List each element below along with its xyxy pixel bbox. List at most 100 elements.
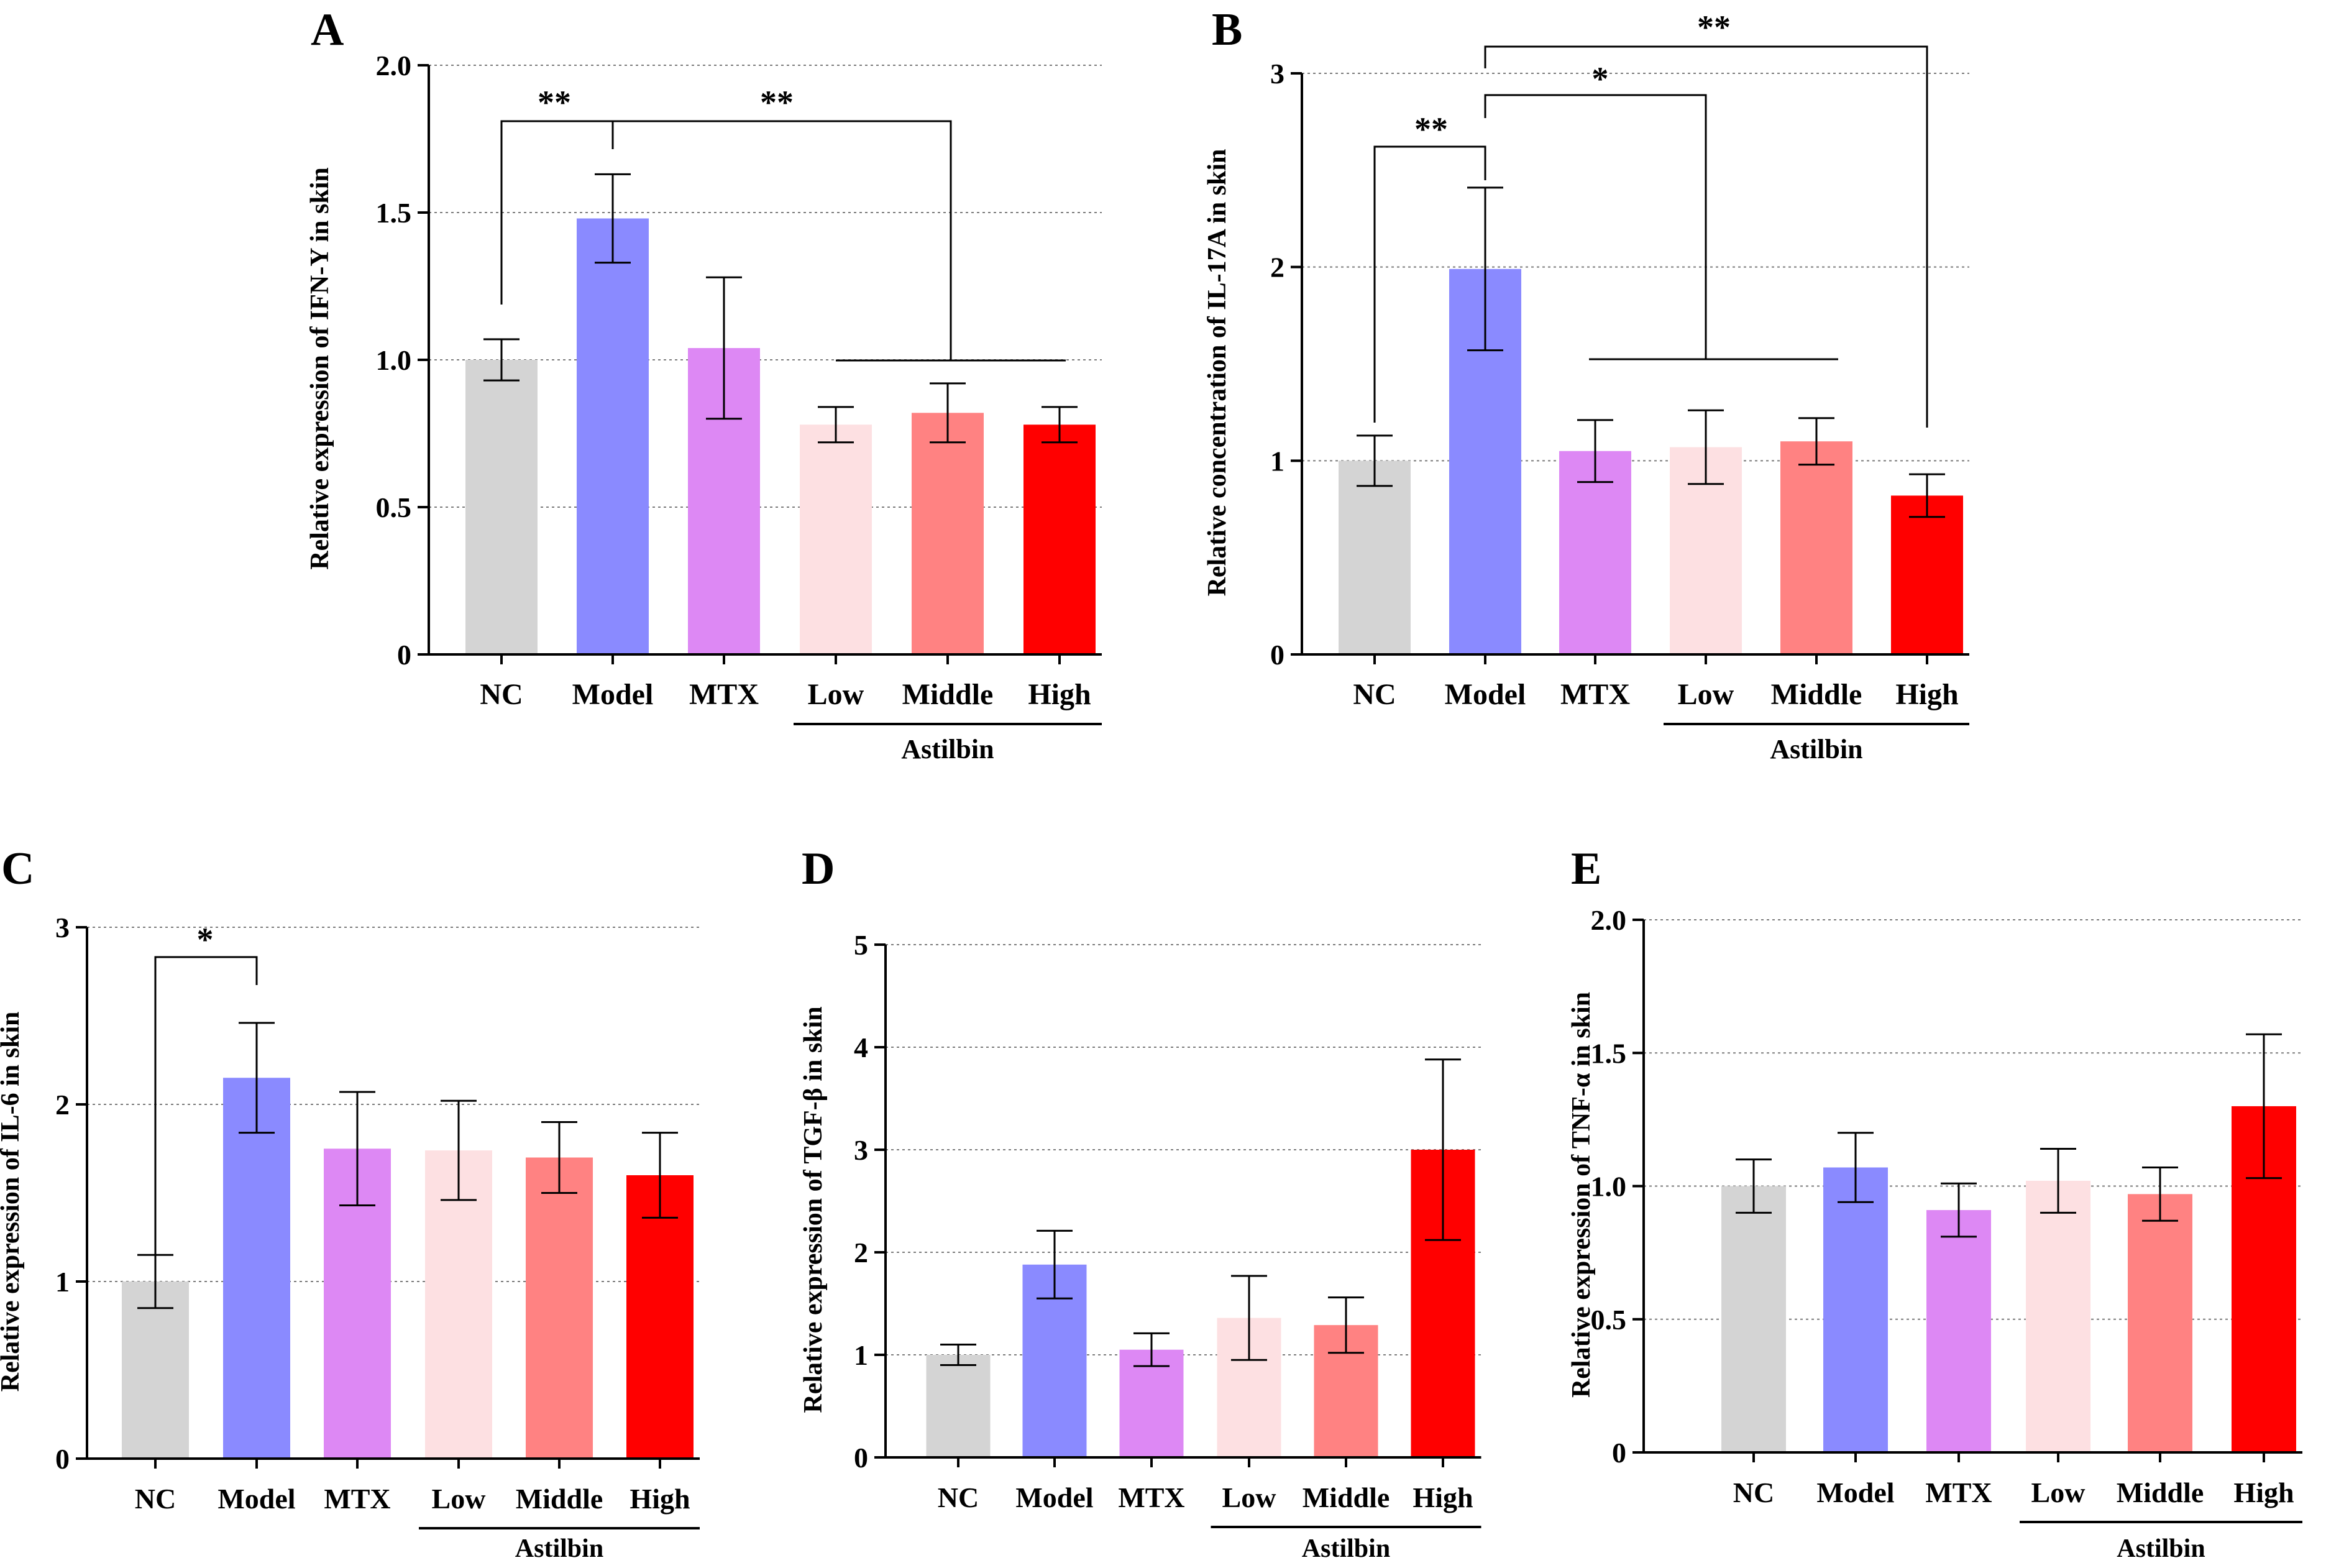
significance-label: ** bbox=[1697, 9, 1731, 46]
bar-nc bbox=[465, 360, 538, 654]
significance-label: ** bbox=[538, 84, 571, 121]
x-tick-label: MTX bbox=[1925, 1477, 1992, 1508]
y-tick-label: 1.0 bbox=[1591, 1171, 1627, 1203]
significance-label: * bbox=[197, 921, 214, 958]
bar-high bbox=[1891, 495, 1963, 654]
x-tick-label: Middle bbox=[516, 1483, 603, 1515]
bar-model bbox=[577, 218, 649, 655]
y-tick-label: 3 bbox=[1270, 58, 1284, 89]
x-tick-label: Middle bbox=[2117, 1477, 2204, 1508]
x-tick-label: NC bbox=[480, 678, 523, 711]
significance-bracket bbox=[1484, 45, 1928, 428]
panel-letter: C bbox=[1, 843, 34, 894]
significance-bracket bbox=[1373, 145, 1486, 423]
x-tick-label: Middle bbox=[1771, 678, 1862, 711]
y-axis-label: Relative expression of IL-6 in skin bbox=[0, 1012, 25, 1392]
bar-nc bbox=[926, 1355, 991, 1457]
x-tick-label: High bbox=[630, 1483, 690, 1515]
significance-bracket bbox=[1484, 94, 1707, 359]
bar-nc bbox=[1721, 1186, 1786, 1452]
bar-model bbox=[223, 1078, 290, 1459]
panel-letter: A bbox=[311, 4, 344, 55]
y-axis-label: Relative expression of TGF-β in skin bbox=[799, 1006, 828, 1413]
y-tick-label: 2.0 bbox=[376, 50, 412, 81]
group-label: Astilbin bbox=[515, 1534, 603, 1563]
panel-letter: E bbox=[1571, 843, 1601, 894]
bar-middle bbox=[1780, 441, 1852, 654]
y-tick-label: 2.0 bbox=[1591, 904, 1627, 936]
x-tick-label: Model bbox=[1445, 678, 1526, 711]
x-tick-label: Model bbox=[1816, 1477, 1894, 1508]
bar-middle bbox=[2128, 1194, 2192, 1452]
x-tick-label: Low bbox=[2031, 1477, 2086, 1508]
x-tick-label: NC bbox=[1733, 1477, 1774, 1508]
y-tick-label: 0 bbox=[1270, 639, 1284, 671]
y-axis-label: Relative expression of IFN-Y in skin bbox=[306, 167, 334, 570]
bar-mtx bbox=[1119, 1349, 1184, 1457]
y-tick-label: 0.5 bbox=[376, 492, 412, 523]
panel-letter: D bbox=[802, 843, 835, 894]
x-tick-label: Low bbox=[1222, 1482, 1276, 1513]
y-tick-label: 1.5 bbox=[376, 197, 412, 229]
x-tick-label: Model bbox=[572, 678, 654, 711]
y-tick-label: 3 bbox=[854, 1134, 868, 1166]
x-tick-label: Low bbox=[1678, 678, 1734, 711]
x-tick-label: MTX bbox=[324, 1483, 390, 1515]
y-tick-label: 1 bbox=[1270, 445, 1284, 477]
y-tick-label: 0.5 bbox=[1591, 1304, 1627, 1336]
x-tick-label: Low bbox=[432, 1483, 486, 1515]
significance-label: ** bbox=[760, 84, 794, 121]
x-tick-label: Low bbox=[808, 678, 864, 711]
y-tick-label: 1.5 bbox=[1591, 1037, 1627, 1069]
bar-high bbox=[626, 1175, 694, 1459]
y-tick-label: 0 bbox=[55, 1443, 70, 1475]
x-tick-label: Middle bbox=[902, 678, 994, 711]
significance-label: ** bbox=[1414, 111, 1448, 148]
x-tick-label: Model bbox=[217, 1483, 295, 1515]
x-tick-label: MTX bbox=[1118, 1482, 1184, 1513]
bar-low bbox=[800, 424, 872, 654]
panel-letter: B bbox=[1212, 4, 1242, 55]
y-tick-label: 0 bbox=[397, 639, 411, 671]
y-tick-label: 0 bbox=[854, 1442, 868, 1474]
x-tick-label: MTX bbox=[689, 678, 759, 711]
bar-nc bbox=[1339, 461, 1411, 654]
bar-nc bbox=[122, 1281, 189, 1459]
group-label: Astilbin bbox=[901, 734, 994, 764]
x-tick-label: NC bbox=[1353, 678, 1396, 711]
x-tick-label: High bbox=[2233, 1477, 2294, 1508]
significance-label: * bbox=[1592, 60, 1609, 98]
bar-middle bbox=[526, 1157, 593, 1459]
panel-d: D 0 1 2 3 4 5 NC Model MTX Low Middle High Astilbin Re… bbox=[799, 843, 1481, 1563]
group-label: Astilbin bbox=[2117, 1534, 2205, 1563]
y-tick-label: 2 bbox=[55, 1089, 70, 1121]
panel-e: E 0 0.5 1.0 1.5 2.0 NC Model MTX Low Middle High Ast… bbox=[1567, 843, 2302, 1563]
bar-low bbox=[2026, 1180, 2090, 1452]
group-label: Astilbin bbox=[1302, 1534, 1390, 1563]
y-tick-label: 1 bbox=[55, 1266, 70, 1298]
y-tick-label: 2 bbox=[1270, 252, 1284, 283]
significance-bracket bbox=[500, 120, 952, 360]
group-label: Astilbin bbox=[1770, 734, 1862, 764]
x-tick-label: NC bbox=[938, 1482, 979, 1513]
y-tick-label: 4 bbox=[854, 1032, 868, 1063]
x-tick-label: MTX bbox=[1560, 678, 1630, 711]
y-tick-label: 5 bbox=[854, 929, 868, 961]
x-tick-label: High bbox=[1028, 678, 1091, 711]
bar-mtx bbox=[1559, 451, 1631, 654]
x-tick-label: Middle bbox=[1303, 1482, 1390, 1513]
y-tick-label: 3 bbox=[55, 912, 70, 943]
y-tick-label: 0 bbox=[1612, 1437, 1626, 1469]
x-tick-label: NC bbox=[135, 1483, 176, 1515]
y-axis-label: Relative concentration of IL-17A in skin bbox=[1203, 149, 1232, 597]
y-tick-label: 1 bbox=[854, 1339, 868, 1371]
panel-b: B 0 1 2 3 NC Model MTX Low Middle High Astilbin Rela… bbox=[1203, 4, 1969, 764]
significance-bracket bbox=[154, 956, 258, 1255]
y-tick-label: 2 bbox=[854, 1237, 868, 1268]
bar-middle bbox=[912, 413, 984, 654]
bar-mtx bbox=[1926, 1210, 1991, 1452]
y-tick-label: 1.0 bbox=[376, 344, 412, 376]
panel-a: A 0 0.5 1.0 1.5 2.0 NC Model MTX Low Middle High Ast… bbox=[306, 4, 1102, 764]
bar-low bbox=[425, 1150, 492, 1459]
